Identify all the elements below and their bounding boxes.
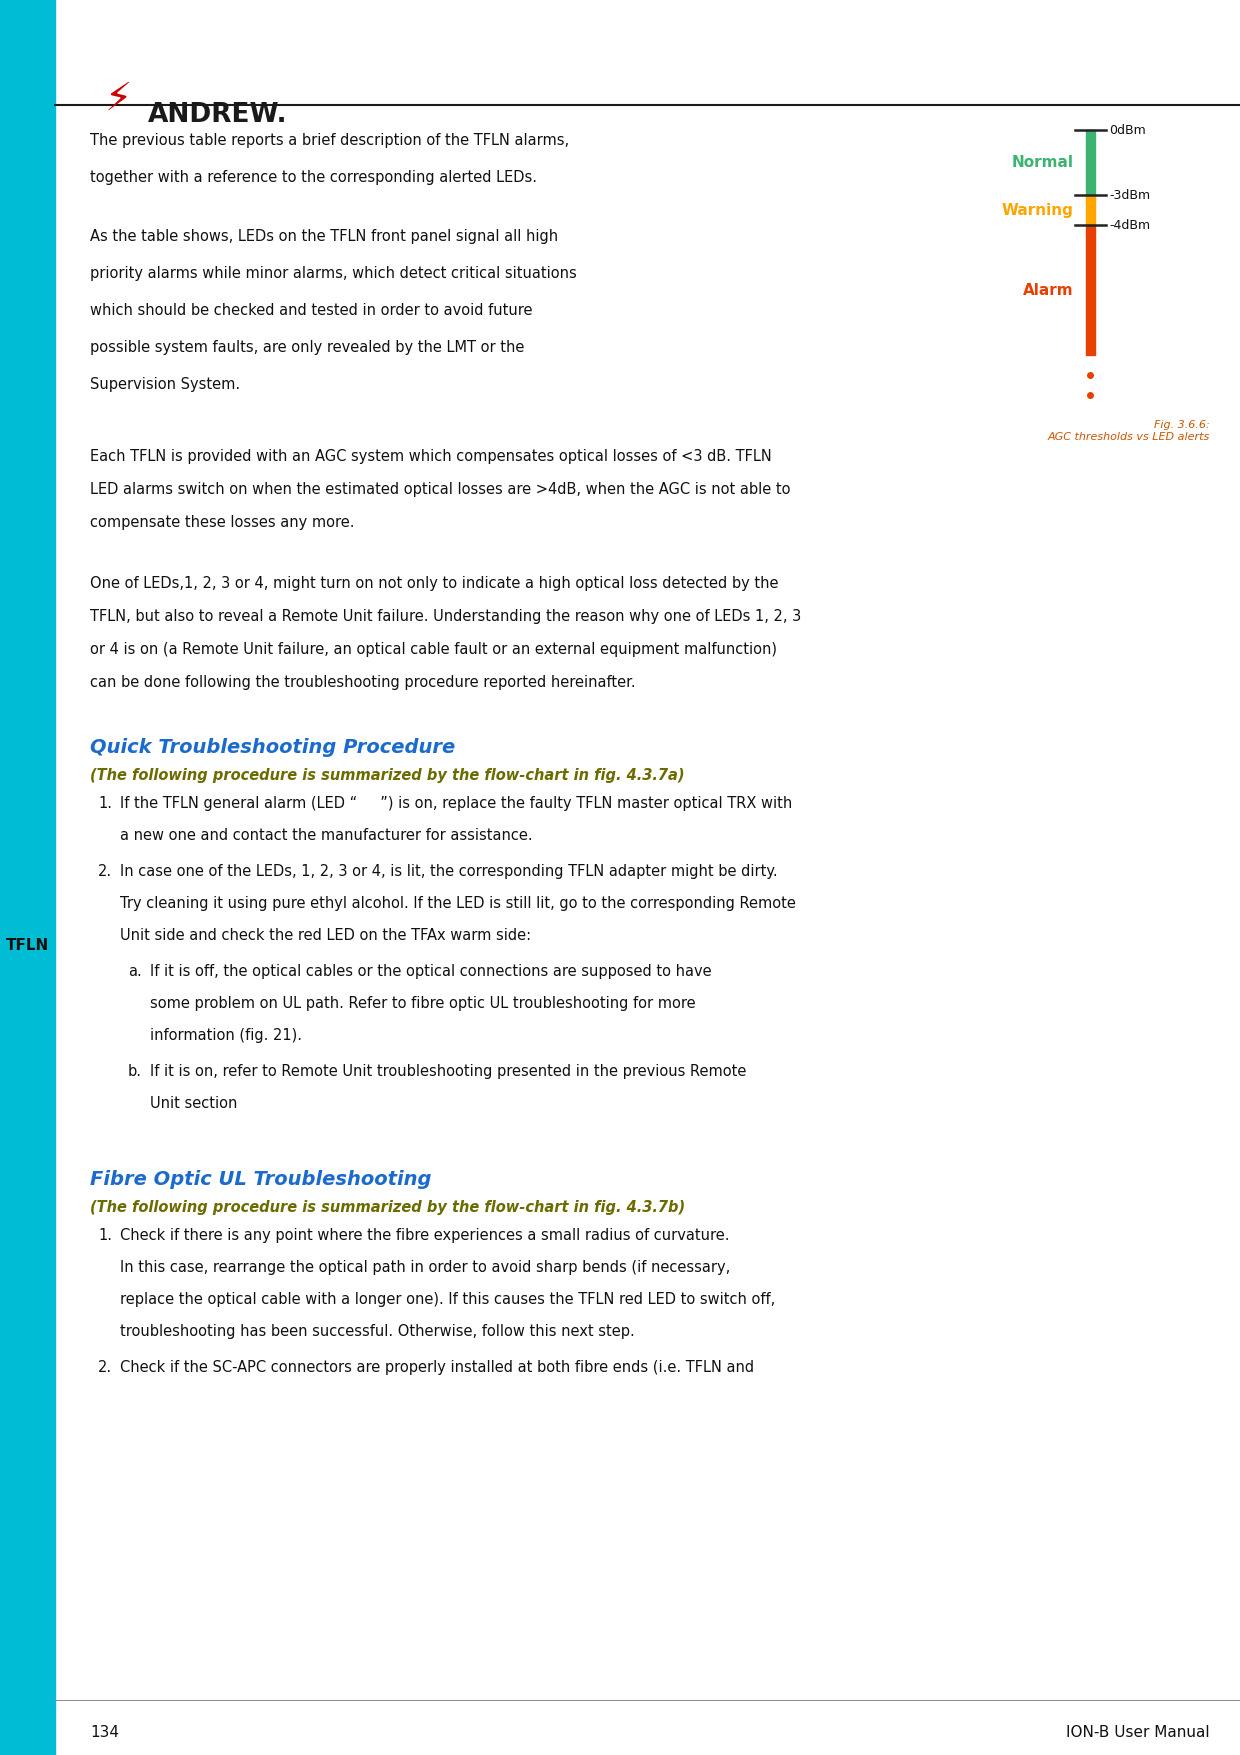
Bar: [1085, 195, 1095, 225]
Text: ⚡: ⚡: [105, 81, 133, 118]
Text: One of LEDs,1, 2, 3 or 4, might turn on not only to indicate a high optical loss: One of LEDs,1, 2, 3 or 4, might turn on …: [91, 576, 779, 591]
Text: ION-B User Manual: ION-B User Manual: [1066, 1725, 1210, 1739]
Text: troubleshooting has been successful. Otherwise, follow this next step.: troubleshooting has been successful. Oth…: [120, 1323, 635, 1339]
Text: replace the optical cable with a longer one). If this causes the TFLN red LED to: replace the optical cable with a longer …: [120, 1292, 775, 1307]
Text: TFLN: TFLN: [6, 937, 50, 953]
Text: Normal: Normal: [1012, 154, 1074, 170]
Bar: [0, 0, 55, 1755]
Text: Warning: Warning: [1002, 202, 1074, 218]
Text: Supervision System.: Supervision System.: [91, 377, 241, 391]
Text: As the table shows, LEDs on the TFLN front panel signal all high: As the table shows, LEDs on the TFLN fro…: [91, 228, 558, 244]
Text: Fibre Optic UL Troubleshooting: Fibre Optic UL Troubleshooting: [91, 1171, 432, 1188]
Text: some problem on UL path. Refer to fibre optic UL troubleshooting for more: some problem on UL path. Refer to fibre …: [150, 997, 696, 1011]
Text: 0dBm: 0dBm: [1110, 123, 1146, 137]
Text: possible system faults, are only revealed by the LMT or the: possible system faults, are only reveale…: [91, 340, 525, 355]
Text: TFLN, but also to reveal a Remote Unit failure. Understanding the reason why one: TFLN, but also to reveal a Remote Unit f…: [91, 609, 801, 625]
Text: compensate these losses any more.: compensate these losses any more.: [91, 514, 355, 530]
Text: The previous table reports a brief description of the TFLN alarms,: The previous table reports a brief descr…: [91, 133, 569, 147]
Text: -4dBm: -4dBm: [1110, 219, 1151, 232]
Text: a new one and contact the manufacturer for assistance.: a new one and contact the manufacturer f…: [120, 828, 533, 842]
Text: LED alarms switch on when the estimated optical losses are >4dB, when the AGC is: LED alarms switch on when the estimated …: [91, 483, 791, 497]
Text: Check if there is any point where the fibre experiences a small radius of curvat: Check if there is any point where the fi…: [120, 1228, 729, 1243]
Text: a.: a.: [128, 963, 141, 979]
Text: -3dBm: -3dBm: [1110, 188, 1151, 202]
Text: In this case, rearrange the optical path in order to avoid sharp bends (if neces: In this case, rearrange the optical path…: [120, 1260, 730, 1274]
Text: b.: b.: [128, 1064, 143, 1079]
Text: Try cleaning it using pure ethyl alcohol. If the LED is still lit, go to the cor: Try cleaning it using pure ethyl alcohol…: [120, 897, 796, 911]
Text: 1.: 1.: [98, 797, 112, 811]
Text: together with a reference to the corresponding alerted LEDs.: together with a reference to the corresp…: [91, 170, 537, 184]
Text: ANDREW.: ANDREW.: [148, 102, 288, 128]
Text: Unit side and check the red LED on the TFAx warm side:: Unit side and check the red LED on the T…: [120, 928, 531, 942]
Bar: [1085, 225, 1095, 355]
Text: Unit section: Unit section: [150, 1097, 237, 1111]
Text: information (fig. 21).: information (fig. 21).: [150, 1028, 303, 1042]
Text: Check if the SC-APC connectors are properly installed at both fibre ends (i.e. T: Check if the SC-APC connectors are prope…: [120, 1360, 754, 1374]
Text: Each TFLN is provided with an AGC system which compensates optical losses of <3 : Each TFLN is provided with an AGC system…: [91, 449, 771, 463]
Text: 2.: 2.: [98, 863, 112, 879]
Text: 134: 134: [91, 1725, 119, 1739]
Text: Fig. 3.6.6:
AGC thresholds vs LED alerts: Fig. 3.6.6: AGC thresholds vs LED alerts: [1048, 419, 1210, 442]
Text: In case one of the LEDs, 1, 2, 3 or 4, is lit, the corresponding TFLN adapter mi: In case one of the LEDs, 1, 2, 3 or 4, i…: [120, 863, 777, 879]
Text: priority alarms while minor alarms, which detect critical situations: priority alarms while minor alarms, whic…: [91, 267, 577, 281]
Text: 1.: 1.: [98, 1228, 112, 1243]
Text: which should be checked and tested in order to avoid future: which should be checked and tested in or…: [91, 304, 532, 318]
Text: or 4 is on (a Remote Unit failure, an optical cable fault or an external equipme: or 4 is on (a Remote Unit failure, an op…: [91, 642, 777, 656]
Text: If it is off, the optical cables or the optical connections are supposed to have: If it is off, the optical cables or the …: [150, 963, 712, 979]
Text: (The following procedure is summarized by the flow-chart in fig. 4.3.7a): (The following procedure is summarized b…: [91, 769, 684, 783]
Text: 2.: 2.: [98, 1360, 112, 1374]
Bar: [1085, 130, 1095, 195]
Text: can be done following the troubleshooting procedure reported hereinafter.: can be done following the troubleshootin…: [91, 676, 636, 690]
Text: If the TFLN general alarm (LED “     ”) is on, replace the faulty TFLN master op: If the TFLN general alarm (LED “ ”) is o…: [120, 797, 792, 811]
Text: Alarm: Alarm: [1023, 283, 1074, 298]
Text: If it is on, refer to Remote Unit troubleshooting presented in the previous Remo: If it is on, refer to Remote Unit troubl…: [150, 1064, 746, 1079]
Text: (The following procedure is summarized by the flow-chart in fig. 4.3.7b): (The following procedure is summarized b…: [91, 1200, 686, 1214]
Text: Quick Troubleshooting Procedure: Quick Troubleshooting Procedure: [91, 739, 455, 756]
